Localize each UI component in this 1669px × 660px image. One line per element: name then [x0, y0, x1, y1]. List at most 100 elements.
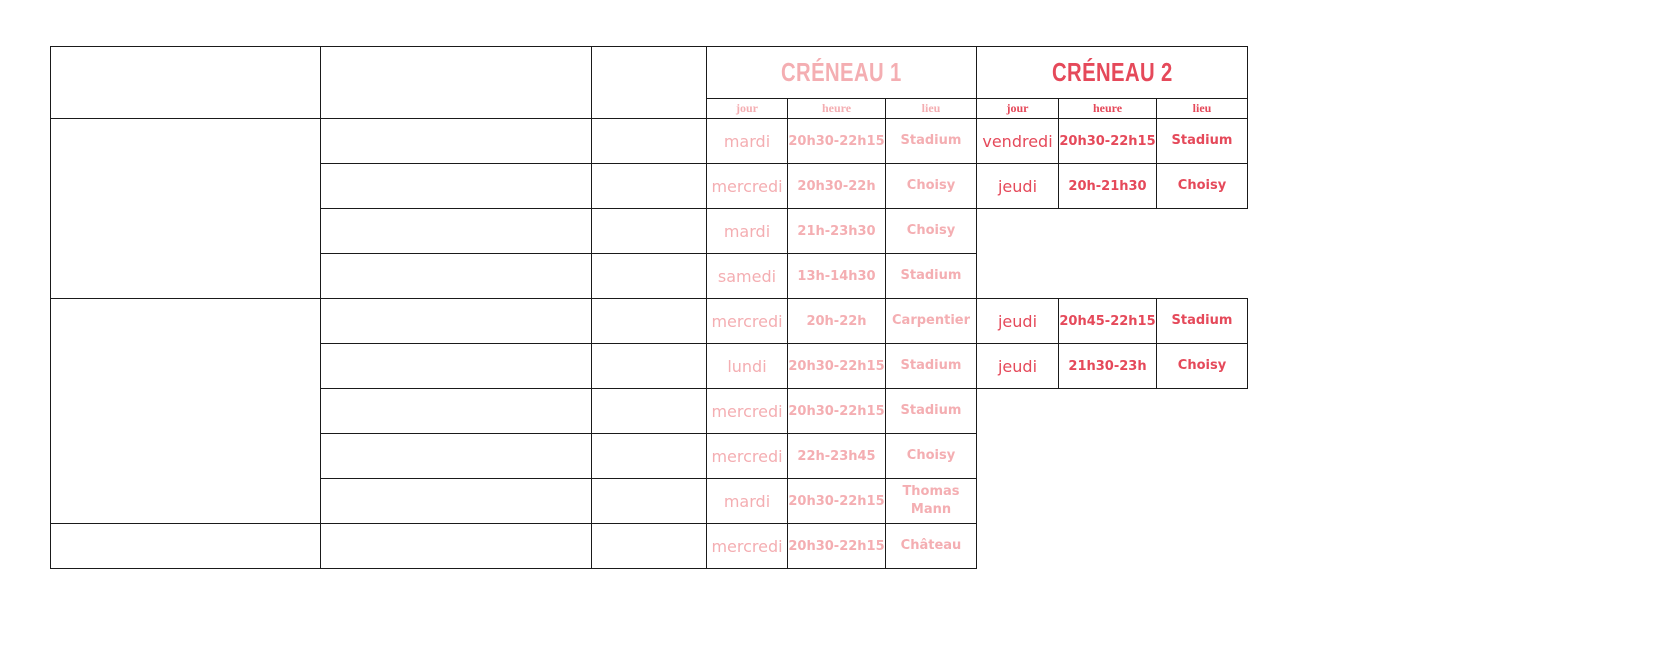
- row-5-c1-jour-text: lundi: [727, 356, 767, 376]
- creneau1-sub-lieu-text: lieu: [921, 101, 941, 115]
- row-7-c1-heure: 22h-23h45: [787, 433, 886, 479]
- row-9-c1-lieu-text: Château: [900, 538, 962, 553]
- header-blank-2: [320, 46, 592, 119]
- creneau1-sub-heure: heure: [787, 98, 886, 119]
- row-4-c2-lieu: Stadium: [1156, 298, 1248, 344]
- row-6-blank-1: [320, 388, 592, 434]
- creneau2-sub-lieu: lieu: [1156, 98, 1248, 119]
- row-5-c1-heure-text: 20h30-22h15: [788, 358, 885, 374]
- row-4-c1-jour-text: mercredi: [711, 311, 783, 331]
- row-2-blank-1: [320, 208, 592, 254]
- creneau1-header: CRÉNEAU 1: [706, 46, 977, 99]
- row-2-c1-jour: mardi: [706, 208, 788, 254]
- row-8-c1-lieu: Thomas Mann: [885, 478, 977, 524]
- row-2-c1-lieu: Choisy: [885, 208, 977, 254]
- row-2-blank-2: [591, 208, 707, 254]
- row-0-blank-2: [591, 118, 707, 164]
- row-2-c1-jour-text: mardi: [723, 221, 771, 241]
- creneau1-sub-lieu: lieu: [885, 98, 977, 119]
- row-3-blank-1: [320, 253, 592, 299]
- row-5-c1-lieu: Stadium: [885, 343, 977, 389]
- row-1-blank-2: [591, 163, 707, 209]
- row-2-c1-lieu-text: Choisy: [906, 223, 956, 238]
- row-7-c1-jour-text: mercredi: [711, 446, 783, 466]
- row-6-c1-heure-text: 20h30-22h15: [788, 403, 885, 419]
- row-1-c2-lieu: Choisy: [1156, 163, 1248, 209]
- row-9-blank-2: [591, 523, 707, 569]
- row-1-c1-jour: mercredi: [706, 163, 788, 209]
- row-0-c2-heure: 20h30-22h15: [1058, 118, 1157, 164]
- row-9-c1-jour: mercredi: [706, 523, 788, 569]
- row-0-c2-heure-text: 20h30-22h15: [1059, 133, 1156, 149]
- row-5-c1-jour: lundi: [706, 343, 788, 389]
- row-2-c1-heure: 21h-23h30: [787, 208, 886, 254]
- row-6-c1-jour: mercredi: [706, 388, 788, 434]
- row-5-c2-jour-text: jeudi: [997, 356, 1038, 376]
- creneau2-sub-heure-text: heure: [1092, 101, 1123, 115]
- row-1-c2-heure: 20h-21h30: [1058, 163, 1157, 209]
- row-5-blank-1: [320, 343, 592, 389]
- row-5-c2-heure: 21h30-23h: [1058, 343, 1157, 389]
- row-4-c1-lieu-text: Carpentier: [892, 313, 970, 328]
- creneau1-sub-jour: jour: [706, 98, 788, 119]
- row-5-c2-lieu-text: Choisy: [1177, 358, 1227, 373]
- row-8-c1-lieu-text: Thomas Mann: [902, 484, 960, 517]
- row-8-c1-jour: mardi: [706, 478, 788, 524]
- row-7-c1-lieu-text: Choisy: [906, 448, 956, 463]
- creneau2-header-text: CRÉNEAU 2: [1051, 57, 1173, 87]
- row-9-c1-heure: 20h30-22h15: [787, 523, 886, 569]
- row-6-c1-lieu: Stadium: [885, 388, 977, 434]
- row-8-c1-jour-text: mardi: [723, 491, 771, 511]
- creneau2-sub-heure: heure: [1058, 98, 1157, 119]
- header-blank-3: [591, 46, 707, 119]
- row-4-c1-heure: 20h-22h: [787, 298, 886, 344]
- row-5-c2-lieu: Choisy: [1156, 343, 1248, 389]
- row-4-c2-heure-text: 20h45-22h15: [1059, 313, 1156, 329]
- creneau2-sub-lieu-text: lieu: [1192, 101, 1212, 115]
- row-3-c1-lieu: Stadium: [885, 253, 977, 299]
- row-0-c1-heure: 20h30-22h15: [787, 118, 886, 164]
- row-0-c2-jour-text: vendredi: [982, 131, 1053, 151]
- row-0-c1-lieu-text: Stadium: [900, 133, 962, 148]
- row-9-blank-1: [320, 523, 592, 569]
- row-5-c2-jour: jeudi: [976, 343, 1059, 389]
- row-0-c1-lieu: Stadium: [885, 118, 977, 164]
- row-3-c1-jour: samedi: [706, 253, 788, 299]
- row-3-c1-heure: 13h-14h30: [787, 253, 886, 299]
- row-0-c2-lieu-text: Stadium: [1171, 133, 1233, 148]
- row-1-c2-jour: jeudi: [976, 163, 1059, 209]
- row-7-c1-jour: mercredi: [706, 433, 788, 479]
- row-1-c1-lieu: Choisy: [885, 163, 977, 209]
- row-6-c1-jour-text: mercredi: [711, 401, 783, 421]
- row-6-c1-heure: 20h30-22h15: [787, 388, 886, 434]
- group-cell-3: [50, 523, 321, 569]
- row-4-c2-jour: jeudi: [976, 298, 1059, 344]
- creneau2-sub-jour: jour: [976, 98, 1059, 119]
- row-9-c1-jour-text: mercredi: [711, 536, 783, 556]
- row-2-c1-heure-text: 21h-23h30: [797, 223, 876, 239]
- row-4-c1-jour: mercredi: [706, 298, 788, 344]
- row-3-c1-heure-text: 13h-14h30: [797, 268, 876, 284]
- row-1-c2-jour-text: jeudi: [997, 176, 1038, 196]
- row-0-c1-heure-text: 20h30-22h15: [788, 133, 885, 149]
- row-5-blank-2: [591, 343, 707, 389]
- row-3-blank-2: [591, 253, 707, 299]
- row-1-c1-jour-text: mercredi: [711, 176, 783, 196]
- row-4-c1-lieu: Carpentier: [885, 298, 977, 344]
- group-cell-2: [50, 298, 321, 524]
- row-5-c2-heure-text: 21h30-23h: [1068, 358, 1147, 374]
- row-1-c2-lieu-text: Choisy: [1177, 178, 1227, 193]
- row-4-c2-heure: 20h45-22h15: [1058, 298, 1157, 344]
- row-4-c2-lieu-text: Stadium: [1171, 313, 1233, 328]
- header-blank-1: [50, 46, 321, 119]
- row-6-blank-2: [591, 388, 707, 434]
- row-5-c1-heure: 20h30-22h15: [787, 343, 886, 389]
- row-8-c1-heure-text: 20h30-22h15: [788, 493, 885, 509]
- row-4-c2-jour-text: jeudi: [997, 311, 1038, 331]
- group-cell-1: [50, 118, 321, 299]
- creneau2-sub-jour-text: jour: [1006, 101, 1029, 115]
- row-8-c1-heure: 20h30-22h15: [787, 478, 886, 524]
- row-8-blank-1: [320, 478, 592, 524]
- row-7-blank-2: [591, 433, 707, 479]
